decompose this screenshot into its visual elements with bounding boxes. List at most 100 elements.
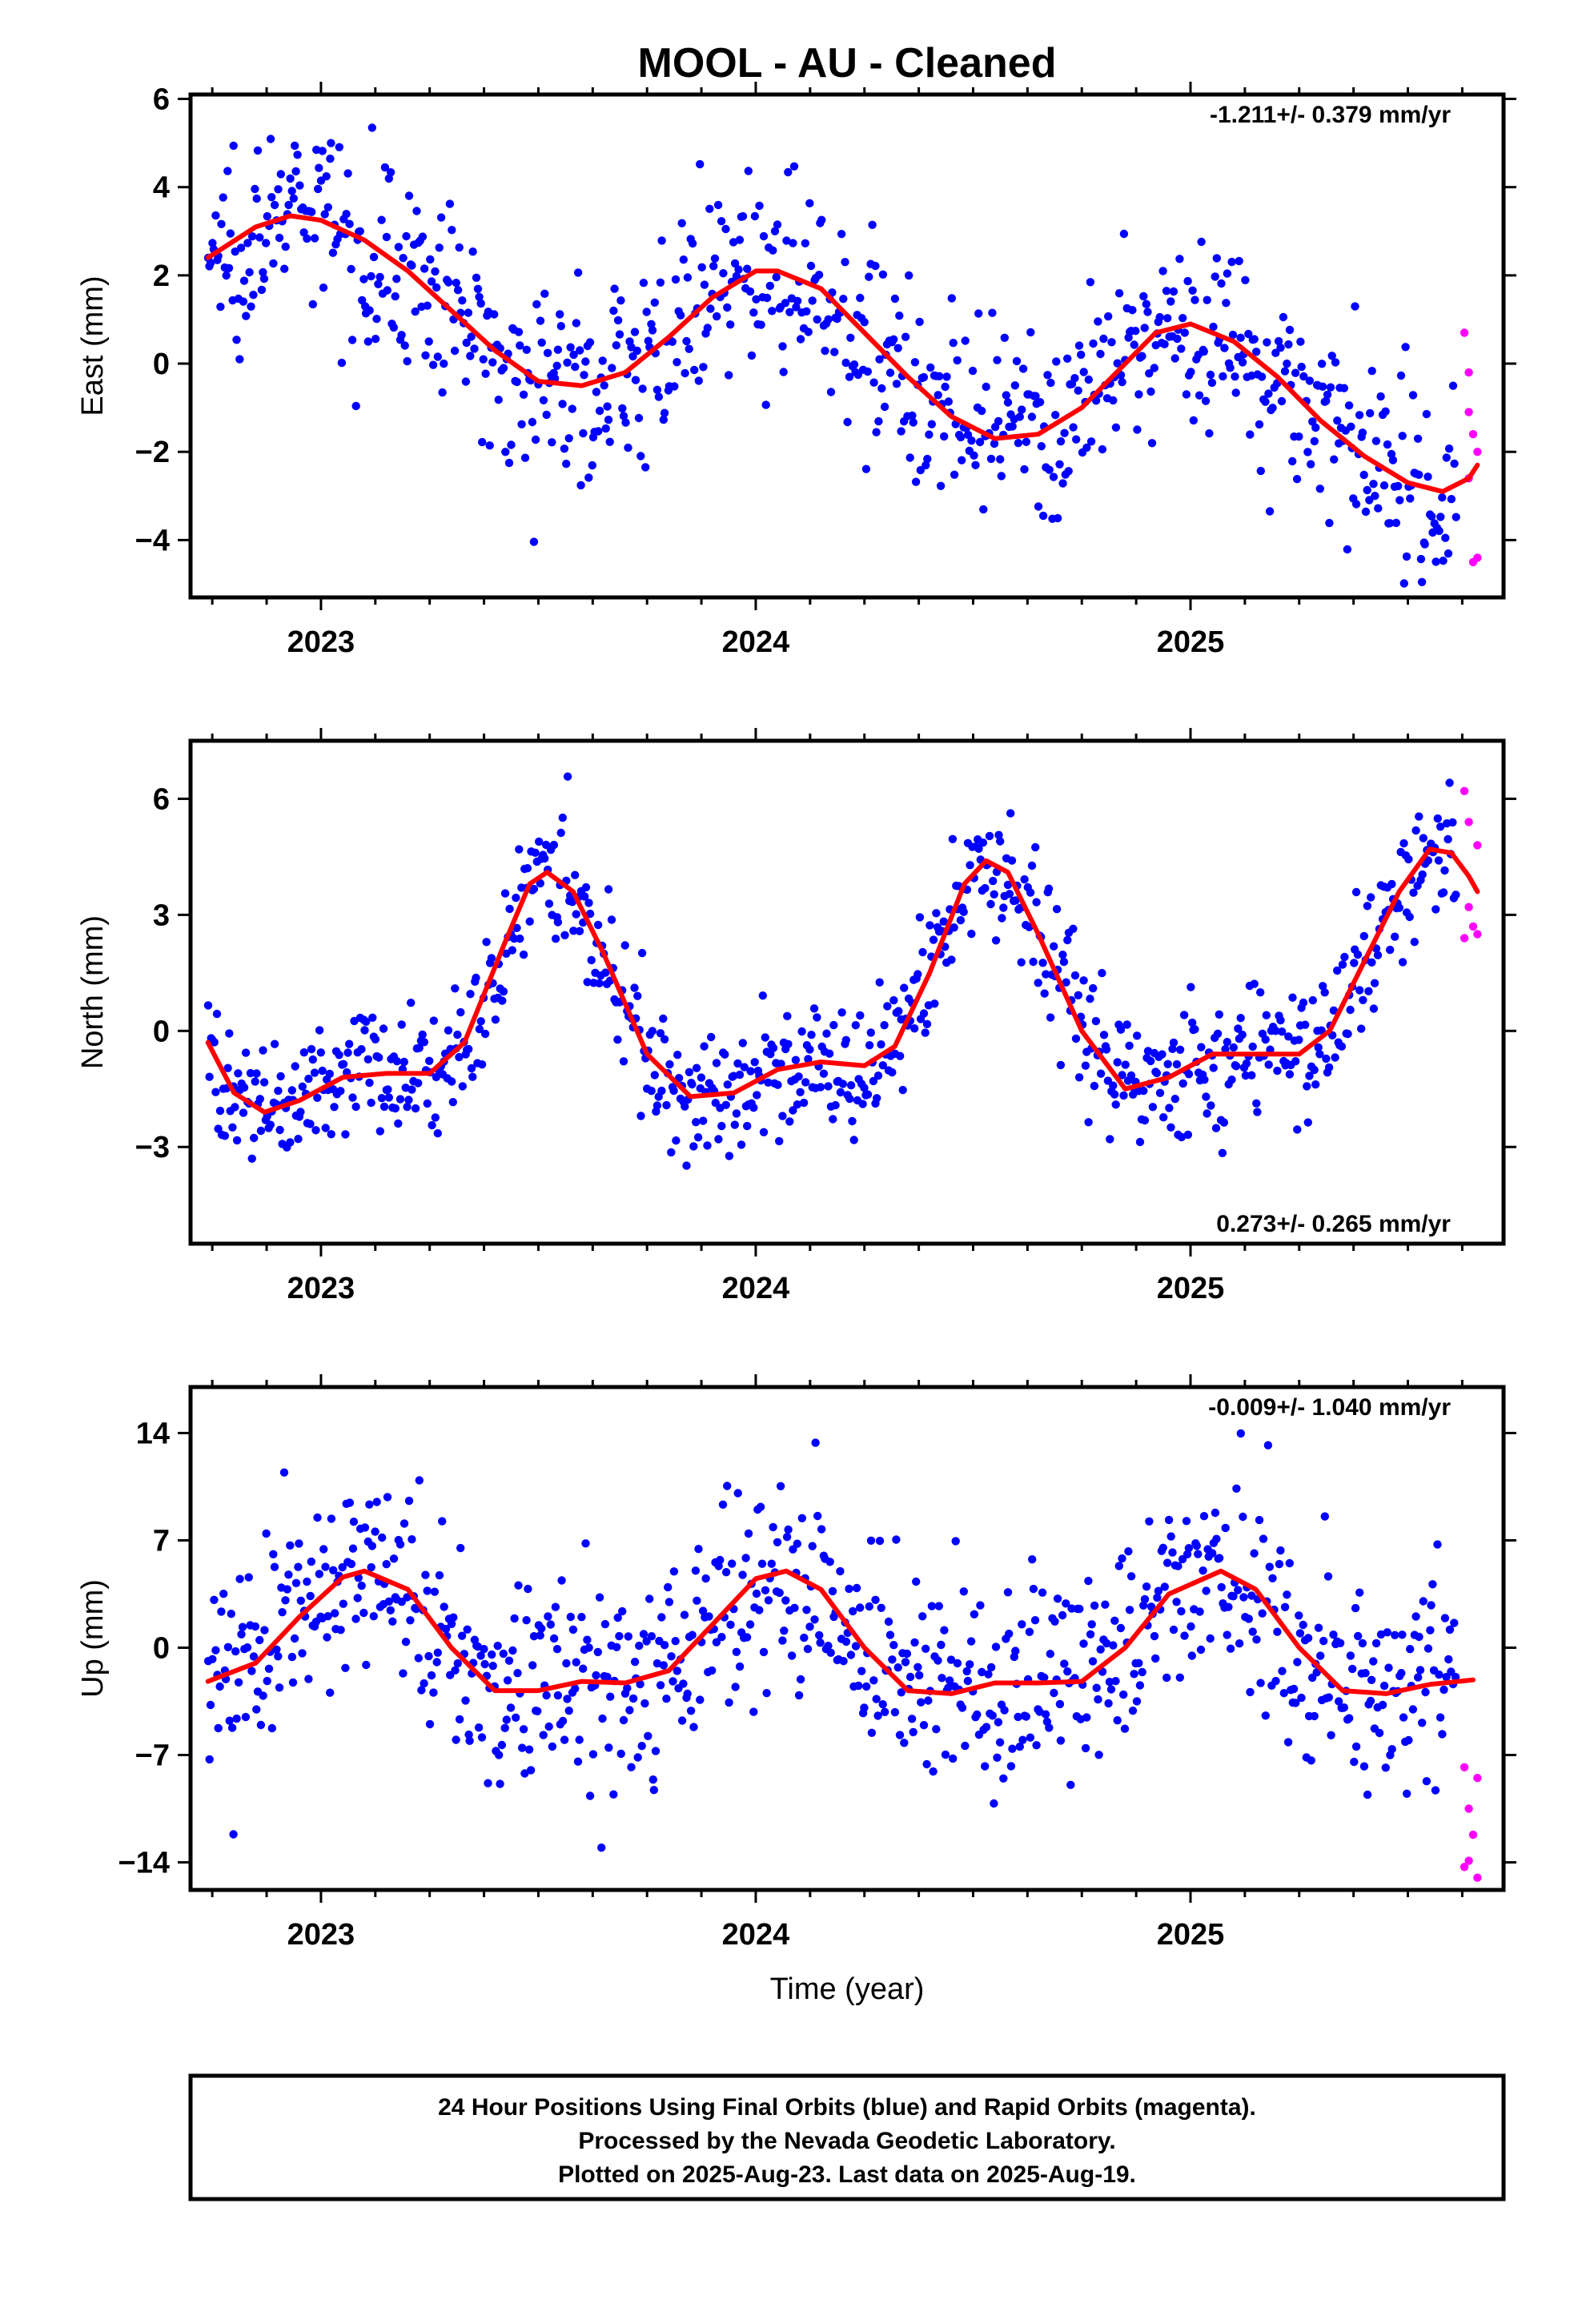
up-final-point <box>1146 1602 1156 1611</box>
east-final-point <box>1046 378 1055 388</box>
north-final-point <box>1227 1076 1236 1084</box>
north-y-tick-label: 6 <box>153 782 170 816</box>
north-final-point <box>568 898 577 907</box>
north-final-point <box>397 1020 406 1029</box>
east-final-point <box>1096 349 1105 359</box>
east-final-point <box>735 235 745 244</box>
north-final-point <box>791 1055 801 1064</box>
east-final-point <box>1166 297 1175 306</box>
up-final-point <box>1196 1645 1206 1655</box>
east-final-point <box>789 239 797 247</box>
east-final-point <box>1283 359 1291 368</box>
up-final-point <box>625 1706 634 1715</box>
up-final-point <box>1202 1586 1211 1595</box>
east-final-point <box>453 286 463 295</box>
up-final-point <box>718 1500 728 1510</box>
up-final-point <box>225 1716 234 1725</box>
north-final-point <box>551 935 560 943</box>
east-final-point <box>845 372 854 381</box>
east-final-point <box>438 388 447 397</box>
north-final-point <box>1110 1090 1119 1099</box>
up-final-point <box>267 1723 276 1733</box>
up-final-point <box>1363 1790 1372 1799</box>
up-final-point <box>519 1725 528 1734</box>
north-final-point <box>866 1028 876 1037</box>
north-final-point <box>777 1059 785 1068</box>
north-final-point <box>1308 995 1318 1005</box>
east-final-point <box>1119 229 1129 239</box>
east-final-point <box>432 283 441 292</box>
up-final-point <box>542 1691 551 1700</box>
east-final-point <box>642 308 651 316</box>
east-final-point <box>956 432 966 442</box>
east-final-point <box>517 420 526 428</box>
east-final-point <box>1363 485 1371 495</box>
up-final-point <box>726 1620 735 1630</box>
east-final-point <box>997 472 1006 480</box>
north-final-point <box>391 1104 400 1113</box>
north-final-point <box>1443 834 1452 844</box>
east-final-point <box>901 332 910 341</box>
up-final-point <box>680 1610 689 1619</box>
north-final-point <box>418 1030 427 1039</box>
north-final-point <box>1096 1069 1106 1078</box>
north-final-point <box>619 1057 628 1066</box>
north-final-point <box>480 1029 490 1039</box>
east-final-point <box>923 454 932 464</box>
up-final-point <box>633 1753 642 1762</box>
east-final-point <box>1271 348 1280 357</box>
up-final-point <box>872 1695 881 1703</box>
east-final-point <box>1319 382 1327 391</box>
east-final-point <box>878 270 888 279</box>
north-final-point <box>919 1009 929 1018</box>
up-final-point <box>585 1791 595 1800</box>
up-final-point <box>1138 1667 1146 1677</box>
north-final-point <box>1165 1104 1174 1112</box>
east-plot-frame <box>188 92 1506 600</box>
east-final-point <box>295 181 304 190</box>
up-final-point <box>1246 1687 1255 1697</box>
up-final-point <box>615 1631 624 1641</box>
north-final-point <box>365 1078 374 1088</box>
east-final-point <box>1051 411 1060 420</box>
up-final-point <box>232 1714 241 1723</box>
north-final-point <box>228 1123 237 1132</box>
east-final-point <box>941 382 950 392</box>
up-final-point <box>1056 1736 1066 1745</box>
north-final-point <box>1091 1016 1101 1026</box>
north-final-point <box>225 1029 234 1038</box>
east-final-point <box>1158 267 1167 275</box>
up-final-point <box>1291 1699 1300 1707</box>
east-final-point <box>540 289 549 298</box>
east-final-point <box>1107 338 1116 347</box>
north-final-point <box>431 1113 440 1122</box>
east-final-point <box>335 143 343 151</box>
north-final-point <box>1044 884 1054 893</box>
north-y-tick-label: −3 <box>135 1131 170 1164</box>
east-final-point <box>303 234 311 243</box>
north-final-point <box>1295 1035 1303 1044</box>
north-final-point <box>921 1028 930 1037</box>
east-final-point <box>839 295 848 304</box>
east-final-point <box>782 236 791 245</box>
north-final-point <box>400 1057 408 1067</box>
north-final-point <box>472 973 480 983</box>
north-final-point <box>1081 1061 1090 1070</box>
north-final-point <box>1158 1050 1166 1059</box>
up-final-point <box>1187 1651 1197 1660</box>
east-final-point <box>616 296 625 305</box>
east-final-point <box>993 356 1002 364</box>
east-final-point <box>1417 577 1427 586</box>
north-final-point <box>672 1136 681 1145</box>
north-final-point <box>425 1056 434 1066</box>
north-final-point <box>512 893 520 903</box>
up-final-point <box>921 1644 930 1653</box>
east-final-point <box>1175 255 1184 263</box>
up-final-point <box>651 1747 661 1755</box>
north-final-point <box>294 1135 303 1144</box>
up-final-point <box>836 1566 845 1576</box>
up-final-point <box>649 1786 658 1795</box>
east-final-point <box>1063 354 1072 363</box>
up-final-point <box>524 1584 532 1594</box>
